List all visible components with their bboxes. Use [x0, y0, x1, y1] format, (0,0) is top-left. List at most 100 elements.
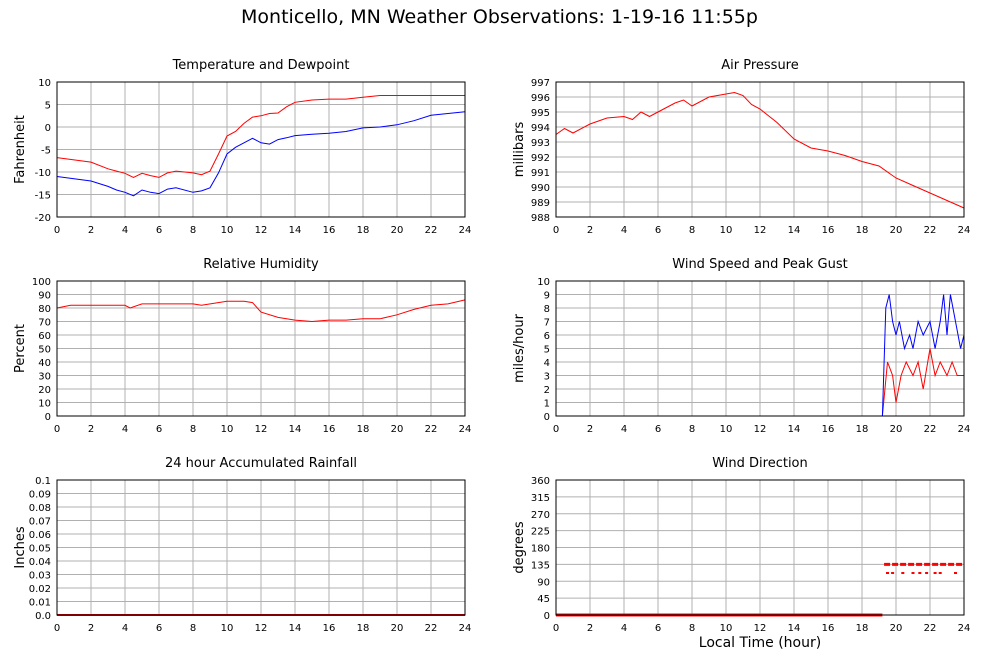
x-tick-label: 8 [190, 424, 196, 435]
x-tick-label: 6 [156, 424, 162, 435]
plot-frame [56, 81, 466, 218]
y-tick-label: 0 [45, 123, 51, 134]
x-tick-label: 2 [88, 424, 94, 435]
y-tick-label: 0 [544, 611, 550, 622]
y-tick-label: 0.09 [29, 490, 51, 501]
x-tick-label: 24 [958, 623, 971, 634]
x-tick-label: 2 [587, 225, 593, 236]
x-tick-label: 2 [587, 623, 593, 634]
x-tick-label: 18 [856, 225, 869, 236]
y-axis-label: millibars [512, 122, 527, 178]
y-tick-label: 0.0 [35, 611, 51, 622]
x-tick-label: 12 [255, 623, 268, 634]
y-tick-label: 0.04 [29, 557, 51, 568]
y-tick-label: -15 [35, 191, 51, 202]
y-tick-label: 10 [38, 399, 51, 410]
plot-frame [555, 81, 965, 218]
series-line-0 [555, 91, 965, 209]
x-tick-label: 18 [856, 424, 869, 435]
x-tick-label: 0 [553, 225, 559, 236]
x-tick-label: 0 [553, 623, 559, 634]
x-tick-label: 12 [754, 623, 767, 634]
x-tick-label: 8 [689, 225, 695, 236]
x-tick-label: 4 [621, 225, 627, 236]
x-tick-label: 4 [122, 424, 128, 435]
y-axis-label: Percent [13, 324, 28, 373]
series-line-1 [556, 294, 965, 417]
x-tick-label: 18 [357, 424, 370, 435]
y-tick-label: 270 [531, 510, 550, 521]
chart-title: 24 hour Accumulated Rainfall [165, 456, 357, 471]
x-tick-label: 0 [553, 424, 559, 435]
y-tick-label: 45 [537, 594, 550, 605]
x-tick-label: 6 [156, 225, 162, 236]
x-tick-label: 10 [720, 225, 733, 236]
y-tick-label: 135 [531, 560, 550, 571]
x-tick-label: 10 [720, 424, 733, 435]
x-tick-label: 4 [122, 623, 128, 634]
x-tick-label: 16 [323, 424, 336, 435]
y-tick-label: 5 [544, 345, 550, 356]
y-tick-label: 989 [531, 198, 550, 209]
plot-frame [56, 280, 466, 417]
y-tick-label: -10 [35, 168, 51, 179]
x-tick-label: 0 [54, 424, 60, 435]
x-tick-label: 22 [924, 424, 937, 435]
y-tick-label: 992 [531, 153, 550, 164]
plot-frame [555, 280, 965, 417]
y-tick-label: 990 [531, 183, 550, 194]
chart-title: Relative Humidity [203, 257, 319, 272]
x-tick-label: 12 [754, 225, 767, 236]
y-axis-label: Fahrenheit [13, 115, 28, 184]
y-tick-label: -20 [35, 213, 51, 224]
x-tick-label: 24 [459, 225, 472, 236]
y-tick-label: 0.05 [29, 544, 51, 555]
x-tick-label: 24 [958, 225, 971, 236]
y-tick-label: 90 [38, 291, 51, 302]
x-tick-label: 16 [822, 424, 835, 435]
y-tick-label: 90 [537, 577, 550, 588]
x-tick-label: 24 [459, 623, 472, 634]
x-tick-label: 22 [924, 623, 937, 634]
x-tick-label: 4 [621, 623, 627, 634]
x-tick-label: 14 [788, 424, 801, 435]
x-tick-label: 8 [190, 623, 196, 634]
y-tick-label: 315 [531, 493, 550, 504]
x-tick-label: 0 [54, 623, 60, 634]
y-tick-label: 996 [531, 93, 550, 104]
x-tick-label: 12 [255, 424, 268, 435]
y-tick-label: 40 [38, 358, 51, 369]
x-tick-label: 14 [289, 424, 302, 435]
x-tick-label: 24 [958, 424, 971, 435]
chart-title: Wind Direction [712, 456, 808, 471]
x-tick-label: 14 [788, 623, 801, 634]
x-axis-label: Local Time (hour) [698, 635, 822, 651]
x-tick-label: 2 [88, 225, 94, 236]
x-tick-label: 16 [323, 225, 336, 236]
wind-direction-point [925, 572, 929, 574]
x-tick-label: 24 [459, 424, 472, 435]
x-tick-label: 8 [689, 424, 695, 435]
x-tick-label: 16 [323, 623, 336, 634]
y-tick-label: 994 [531, 123, 550, 134]
y-tick-label: -5 [41, 146, 51, 157]
x-tick-label: 14 [289, 225, 302, 236]
y-tick-label: 0.06 [29, 530, 51, 541]
y-tick-label: 30 [38, 372, 51, 383]
y-tick-label: 7 [544, 318, 550, 329]
y-tick-label: 0.02 [29, 584, 51, 595]
page-title: Monticello, MN Weather Observations: 1-1… [241, 6, 758, 28]
y-tick-label: 3 [544, 372, 550, 383]
y-tick-label: 6 [544, 331, 550, 342]
x-tick-label: 22 [425, 225, 438, 236]
y-tick-label: 180 [531, 544, 550, 555]
y-tick-label: 0.1 [35, 476, 51, 487]
y-tick-label: 70 [38, 318, 51, 329]
wind-direction-point [886, 572, 889, 574]
x-tick-label: 22 [425, 424, 438, 435]
y-tick-label: 0 [544, 412, 550, 423]
x-tick-label: 10 [221, 225, 234, 236]
x-tick-label: 2 [88, 623, 94, 634]
